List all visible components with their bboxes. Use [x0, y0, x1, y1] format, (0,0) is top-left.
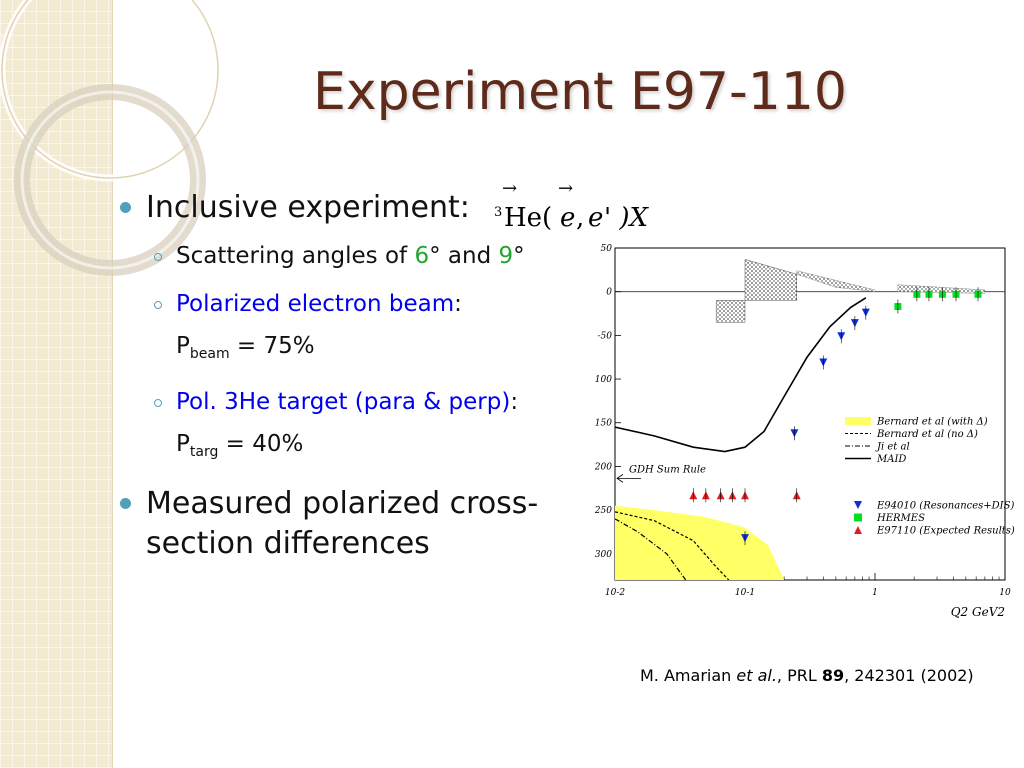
y-tick-label: -100: [595, 375, 612, 385]
itt-plot: 500-50-100-150-200-250-30010-210-1110I_T…: [595, 244, 1015, 619]
ji-curve: [614, 518, 687, 581]
legend-label: Bernard et al (no Δ): [876, 429, 978, 440]
ring-bullet-icon: [154, 399, 162, 407]
x-tick-label: 10-2: [605, 588, 625, 598]
beam-polarization: Pbeam = 75%: [176, 333, 315, 362]
bullet-inclusive: Inclusive experiment:: [120, 188, 590, 228]
y-tick-label: -150: [595, 419, 612, 429]
legend-label: E97110 (Expected Results): [876, 526, 1015, 537]
formula-he: He(: [504, 203, 552, 233]
legend-swatch-yellow: [845, 417, 871, 425]
legend-label: Bernard et al (with Δ): [876, 417, 988, 428]
y-tick-label: -300: [595, 550, 612, 560]
target-polarization: Ptarg = 40%: [176, 431, 304, 460]
formula-comma: ,: [576, 203, 584, 233]
legend-label: E94010 (Resonances+DIS): [876, 501, 1014, 512]
citation: M. Amarian et al., PRL 89, 242301 (2002): [640, 666, 974, 685]
sub-bullet-beam: Polarized electron beam:: [120, 288, 590, 320]
y-tick-label: 0: [606, 288, 612, 298]
legend-label: HERMES: [876, 513, 925, 524]
plot-data-layer: GDH Sum Rule Bernard et al (with Δ)Bernar…: [614, 259, 1015, 581]
formula-e-prime: e: [588, 203, 603, 233]
decorative-rings: [0, 0, 222, 276]
formula-e: e: [560, 203, 575, 233]
legend-label: Ji et al: [875, 442, 910, 453]
y-tick-label: 50: [601, 244, 613, 254]
x-axis-label: Q2 GeV2: [951, 605, 1005, 619]
gdh-annotation: GDH Sum Rule: [629, 464, 706, 475]
formula-x: ' )X: [604, 203, 650, 233]
bernard-no-delta-curve: [614, 511, 730, 581]
y-tick-label: -50: [598, 331, 613, 341]
y-tick-label: -250: [595, 506, 612, 516]
bullet-text: Inclusive experiment:: [146, 190, 470, 225]
formula-arrow-e: →: [558, 178, 573, 199]
bernard-delta-band: [615, 505, 785, 580]
bullet-text: Measured polarized cross-section differe…: [146, 486, 539, 561]
ring-bullet-icon: [154, 301, 162, 309]
formula-superscript: 3: [494, 205, 502, 220]
legend-label: MAID: [876, 454, 906, 465]
systematic-band: [715, 259, 797, 323]
reaction-formula: 3 → → He( e , e ' )X: [494, 178, 650, 233]
formula-arrow-he: →: [502, 178, 517, 199]
ring-bullet-icon: [154, 253, 162, 261]
x-tick-label: 1: [872, 588, 878, 598]
bullet-measured: Measured polarized cross-section differe…: [120, 484, 590, 564]
gdh-arrow-head: [616, 474, 624, 483]
legend-swatch-green: [854, 513, 862, 522]
sub-bullet-angles: Scattering angles of 6° and 9°: [120, 240, 590, 272]
maid-curve: [614, 297, 867, 453]
slide-title: Experiment E97-110: [312, 62, 847, 122]
legend-swatch-blue: [854, 501, 862, 509]
bullet-list: Inclusive experiment: Scattering angles …: [120, 188, 590, 576]
y-tick-label: -200: [595, 462, 612, 472]
x-tick-label: 10-1: [735, 588, 755, 598]
sub-bullet-target: Pol. 3He target (para & perp):: [120, 386, 590, 418]
legend-swatch-red: [854, 526, 862, 534]
x-tick-label: 10: [999, 588, 1011, 598]
systematic-band-tail: [796, 270, 876, 292]
